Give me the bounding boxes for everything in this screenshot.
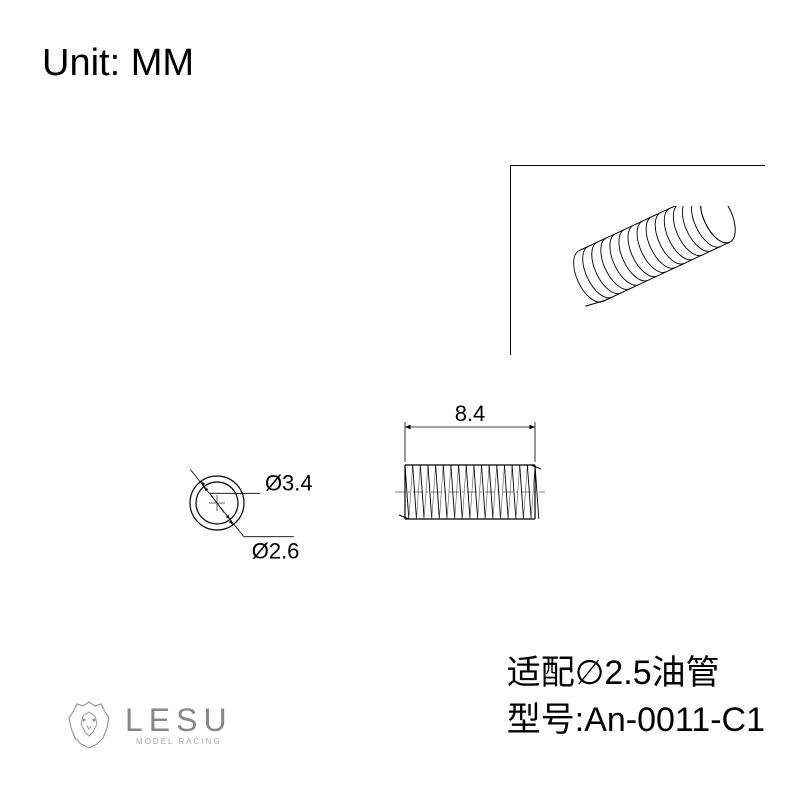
fit-prefix: 适配 [507, 650, 575, 698]
brand-name: LESU [125, 702, 233, 739]
model-number: An-0011-C1 [584, 697, 765, 745]
model-line: 型号: An-0011-C1 [507, 697, 765, 745]
diameter-symbol: ∅ [575, 650, 605, 698]
svg-text:Ø2.6: Ø2.6 [252, 539, 300, 564]
brand-logo-area: LESU MODEL RACING [65, 698, 233, 750]
isometric-view-frame [510, 165, 765, 355]
fit-suffix: 油管 [652, 650, 720, 698]
product-info-text: 适配 ∅ 2.5 油管 型号: An-0011-C1 [507, 650, 765, 745]
side-view-drawing: 8.4 [385, 395, 585, 580]
lion-logo-icon [65, 698, 113, 750]
svg-text:Ø3.4: Ø3.4 [265, 470, 313, 495]
front-view-drawing: Ø3.4 Ø2.6 [145, 395, 345, 620]
model-prefix: 型号: [507, 697, 584, 745]
brand-subtitle: MODEL RACING [125, 737, 233, 746]
unit-label: Unit: MM [42, 42, 194, 85]
tube-diameter-value: 2.5 [604, 650, 651, 698]
svg-text:8.4: 8.4 [455, 401, 486, 426]
isometric-spring-drawing [571, 206, 751, 336]
compatibility-line: 适配 ∅ 2.5 油管 [507, 650, 765, 698]
